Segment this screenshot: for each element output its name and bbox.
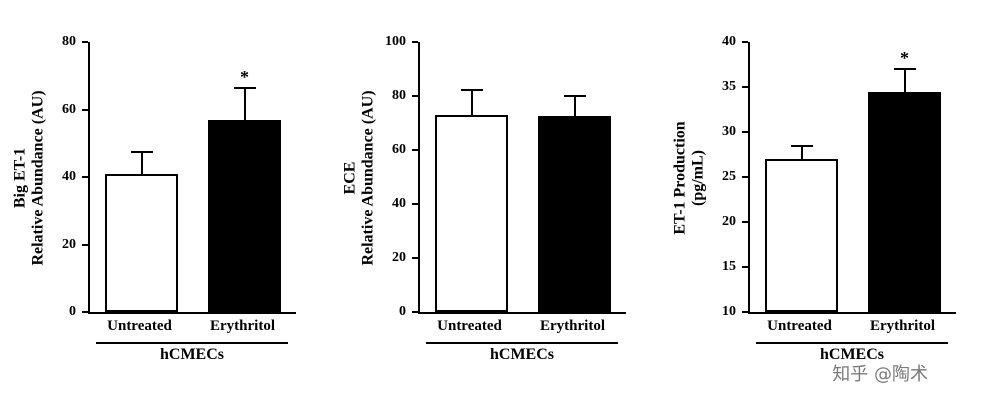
category-label-untreated: Untreated [437,318,502,334]
error-bar [903,69,906,92]
y-tick-label: 20 [722,214,736,229]
bar-erythritol [208,119,281,312]
y-tick-label: 20 [62,236,76,252]
bar-erythritol [868,91,941,312]
y-axis-title-text: ECE Relative Abundance (AU) [342,90,379,265]
bar-untreated [105,173,178,312]
y-tick [742,131,748,133]
y-tick [742,311,748,313]
y-tick-label: 40 [722,34,736,49]
chart-big-et1-abundance: Big ET-1 Relative Abundance (AU) 0 20 40 60 8… [0,0,330,405]
y-axis-title-line: Big ET-1 [11,147,29,209]
category-label-untreated: Untreated [107,318,172,334]
category-label-erythritol: Erythritol [870,318,935,334]
y-tick [412,149,418,151]
y-tick [742,221,748,223]
y-tick-label: 0 [399,304,406,319]
y-tick-label: 60 [62,101,76,117]
y-tick [412,203,418,205]
y-tick [742,41,748,43]
y-tick [82,108,88,111]
significance-marker: * [240,67,249,88]
y-tick-label: 30 [722,124,736,139]
x-axis-labels: Untreated Erythritol [88,318,296,338]
group-label: hCMECs [819,346,884,363]
error-bar-cap [563,95,586,98]
error-bar-cap [460,88,483,91]
x-axis-labels: Untreated Erythritol [748,318,956,338]
y-tick-label: 100 [385,34,406,49]
y-tick-label: 60 [392,142,406,157]
y-tick [82,311,88,313]
error-bar-cap [790,145,813,148]
y-tick-label: 10 [722,304,736,319]
y-tick-label: 40 [392,196,406,211]
y-tick [82,243,88,246]
error-bar-cap [233,87,256,90]
y-tick [82,41,88,43]
y-tick [742,176,748,178]
y-tick-label: 35 [722,79,736,94]
y-tick-label: 0 [69,304,76,319]
y-axis-title-line: Relative Abundance (AU) [360,90,377,266]
group-label: hCMECs [159,346,224,363]
plot-area: 0 20 40 60 80 * [62,34,296,319]
group-line [426,342,618,344]
y-tick-label: 20 [392,250,406,265]
category-label-erythritol: Erythritol [210,318,275,334]
bar-untreated [765,159,838,312]
y-tick [742,86,748,88]
y-tick [412,95,418,97]
chart-et1-production: ET-1 Production (pg/mL) 10 15 20 25 30 35 40 * U… [660,0,990,405]
bar-erythritol [538,116,611,312]
category-label-erythritol: Erythritol [540,318,605,334]
significance-marker: * [900,47,909,68]
y-tick-label: 15 [722,259,736,274]
y-tick [412,311,418,313]
y-tick-label: 80 [62,34,76,49]
y-tick [742,266,748,268]
x-axis-labels: Untreated Erythritol [418,318,626,338]
y-tick [82,176,88,178]
y-tick [412,41,418,43]
error-bar [243,89,246,120]
bar-untreated [435,114,508,312]
watermark: 知乎 @陶术 [832,364,928,385]
y-axis-title-line: ET-1 Production [671,121,689,235]
y-tick-label: 80 [392,88,406,103]
chart-ece-abundance: ECE Relative Abundance (AU) 0 20 40 60 80 100 … [330,0,660,405]
plot-area: 10 15 20 25 30 35 40 * [722,34,956,319]
category-label-untreated: Untreated [767,318,832,334]
plot-area: 0 20 40 60 80 100 [385,34,626,319]
error-bar-cap [893,67,916,70]
y-axis-title: ECE Relative Abundance (AU) [336,42,384,314]
error-bar [140,153,143,174]
error-bar-cap [130,151,153,154]
y-axis-title-line: ECE [341,161,359,195]
y-tick-label: 40 [62,169,76,184]
error-bar [470,90,473,115]
group-line [96,342,288,344]
error-bar [573,97,576,117]
y-tick [412,257,418,259]
group-label: hCMECs [489,346,554,363]
error-bar [800,147,803,159]
y-tick-label: 25 [722,169,736,184]
group-line [756,342,948,344]
